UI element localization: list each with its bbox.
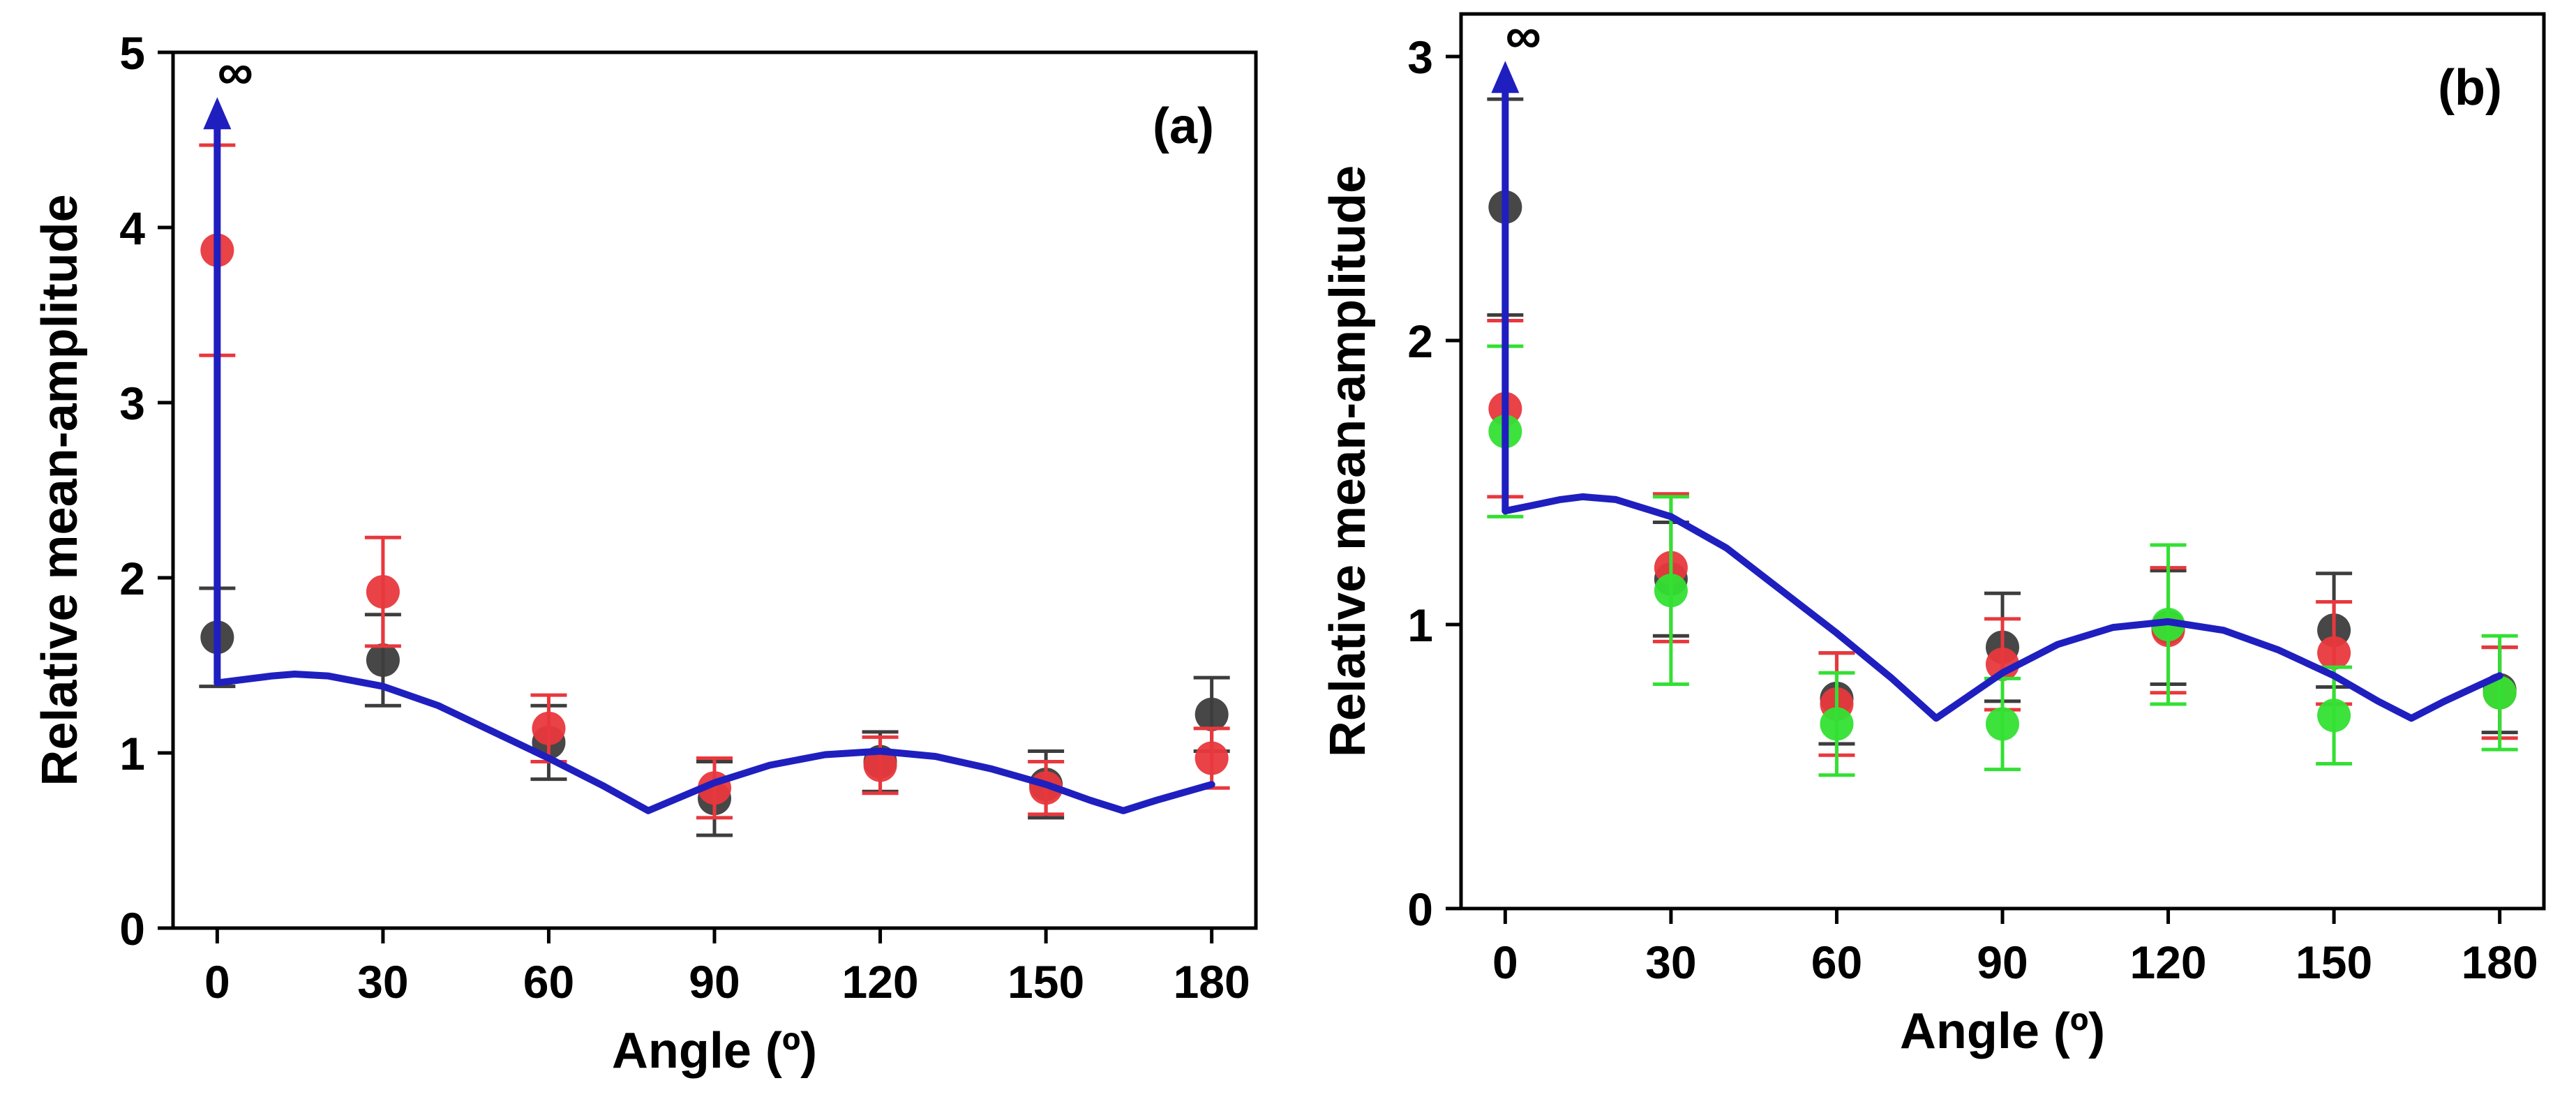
y-tick-label: 0 <box>1407 883 1433 935</box>
x-tick-label: 90 <box>689 956 740 1008</box>
infinity-label: ∞ <box>1506 8 1541 64</box>
y-tick-label: 5 <box>119 27 145 79</box>
y-tick-label: 2 <box>1407 315 1433 367</box>
plot-frame <box>1459 12 2546 911</box>
model-curve <box>214 671 1215 814</box>
y-tick-label: 1 <box>1407 599 1433 651</box>
infinity-arrow-head <box>203 97 232 130</box>
series-1 <box>199 143 1230 820</box>
x-tick-label: 0 <box>204 956 230 1008</box>
x-axis-title: Angle (º) <box>1900 1003 2105 1059</box>
data-point <box>1820 707 1854 741</box>
panel-label: (a) <box>1153 98 1214 154</box>
data-point <box>1195 697 1229 731</box>
x-tick-label: 60 <box>523 956 574 1008</box>
y-tick-label: 0 <box>119 903 145 955</box>
y-axis-title: Relative mean-amplitude <box>1320 165 1376 757</box>
chart-panel-b: 0 30 60 90 120 150 180 0 1 2 3 Angle (º) Relative me… <box>1320 8 2546 1059</box>
x-tick-label: 180 <box>1174 956 1250 1008</box>
data-point <box>1654 574 1688 608</box>
x-axis-title: Angle (º) <box>612 1023 817 1079</box>
x-tick-label: 0 <box>1492 936 1518 988</box>
data-point <box>863 748 897 782</box>
panel-label: (b) <box>2438 60 2502 116</box>
x-tick-label: 180 <box>2462 936 2538 988</box>
data-point <box>1195 741 1229 775</box>
y-tick-label: 4 <box>119 202 145 254</box>
x-tick-label: 120 <box>2129 936 2206 988</box>
x-tick-label: 90 <box>1977 936 2028 988</box>
x-tick-label: 150 <box>2296 936 2372 988</box>
data-point <box>2317 636 2351 670</box>
infinity-label: ∞ <box>218 44 253 100</box>
chart-panel-a: 0 30 60 90 120 150 180 0 1 2 3 4 5 Angle (º) Relative … <box>32 27 1258 1079</box>
x-tick-label: 30 <box>1645 936 1696 988</box>
data-point <box>366 575 400 609</box>
x-tick-label: 150 <box>1008 956 1084 1008</box>
data-point <box>532 711 566 745</box>
series-2 <box>1487 344 2518 777</box>
model-curve <box>1502 493 2503 722</box>
y-tick-label: 1 <box>119 728 145 779</box>
infinity-arrow-head <box>1491 61 1520 94</box>
y-tick-label: 2 <box>119 553 145 604</box>
data-point <box>1986 647 2019 681</box>
data-point <box>2483 675 2517 710</box>
data-point <box>2317 699 2351 733</box>
y-tick-label: 3 <box>1407 31 1433 83</box>
y-tick-label: 3 <box>119 378 145 429</box>
x-tick-label: 120 <box>841 956 918 1008</box>
data-point <box>366 643 400 677</box>
data-point <box>1986 707 2019 741</box>
y-axis-title: Relative mean-amplitude <box>32 194 88 786</box>
x-tick-label: 60 <box>1811 936 1862 988</box>
x-tick-label: 30 <box>357 956 408 1008</box>
